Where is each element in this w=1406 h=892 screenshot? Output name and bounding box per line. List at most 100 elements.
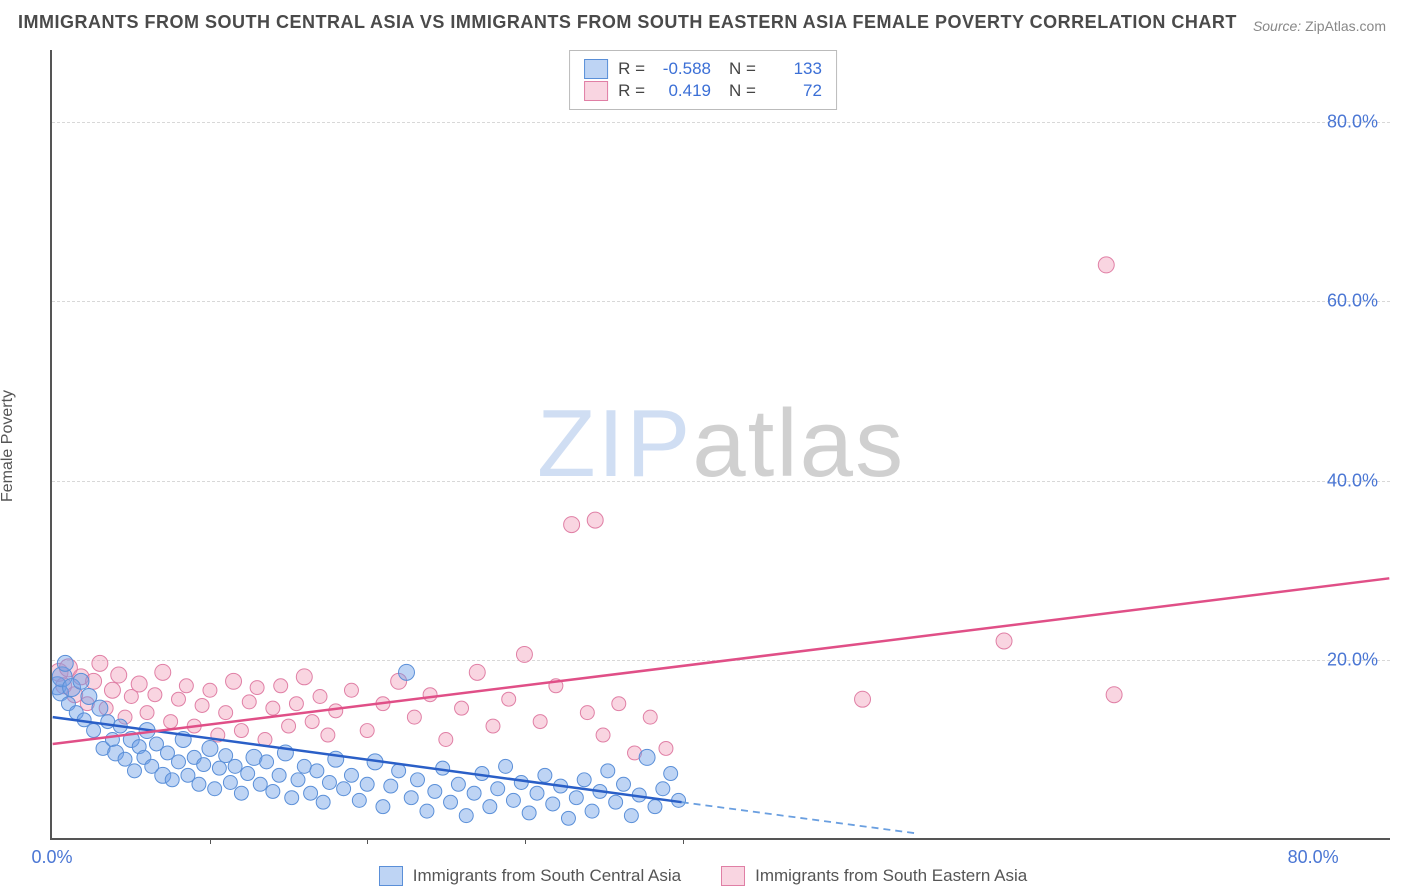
data-point-pink <box>643 710 657 724</box>
data-point-blue <box>428 784 442 798</box>
data-point-blue <box>172 755 186 769</box>
data-point-blue <box>310 764 324 778</box>
correlation-legend: R =-0.588N =133R =0.419N =72 <box>569 50 837 110</box>
data-point-blue <box>241 767 255 781</box>
data-point-blue <box>127 764 141 778</box>
data-point-pink <box>455 701 469 715</box>
data-point-blue <box>57 655 73 671</box>
data-point-blue <box>656 782 670 796</box>
x-tick-mark <box>525 838 526 844</box>
data-point-blue <box>404 791 418 805</box>
legend-r-value: 0.419 <box>655 81 711 101</box>
data-point-pink <box>1106 687 1122 703</box>
chart-title: IMMIGRANTS FROM SOUTH CENTRAL ASIA VS IM… <box>18 12 1237 33</box>
data-point-blue <box>272 768 286 782</box>
data-point-pink <box>313 690 327 704</box>
data-point-pink <box>179 679 193 693</box>
data-point-blue <box>101 715 115 729</box>
data-point-pink <box>439 733 453 747</box>
data-point-pink <box>111 667 127 683</box>
data-point-pink <box>1098 257 1114 273</box>
data-point-pink <box>533 715 547 729</box>
series-legend: Immigrants from South Central Asia Immigr… <box>0 866 1406 886</box>
data-point-blue <box>322 775 336 789</box>
legend-n-label: N = <box>729 59 756 79</box>
data-point-blue <box>165 773 179 787</box>
trend-line-blue-extrapolated <box>682 802 918 833</box>
data-point-blue <box>392 764 406 778</box>
data-point-pink <box>92 655 108 671</box>
data-point-blue <box>514 775 528 789</box>
x-tick-label: 80.0% <box>1288 847 1339 868</box>
source-value: ZipAtlas.com <box>1305 18 1386 34</box>
legend-row: R =0.419N =72 <box>584 81 822 101</box>
data-point-pink <box>587 512 603 528</box>
data-point-blue <box>384 779 398 793</box>
x-tick-mark <box>683 838 684 844</box>
data-point-blue <box>569 791 583 805</box>
data-point-pink <box>296 669 312 685</box>
data-point-pink <box>407 710 421 724</box>
data-point-blue <box>87 724 101 738</box>
data-point-blue <box>561 811 575 825</box>
data-point-blue <box>344 768 358 782</box>
y-axis-label: Female Poverty <box>0 390 17 502</box>
data-point-pink <box>219 706 233 720</box>
data-point-blue <box>648 800 662 814</box>
data-point-blue <box>617 777 631 791</box>
data-point-pink <box>486 719 500 733</box>
data-point-pink <box>344 683 358 697</box>
data-point-blue <box>467 786 481 800</box>
data-point-blue <box>506 793 520 807</box>
data-point-blue <box>202 740 218 756</box>
data-point-pink <box>266 701 280 715</box>
data-point-pink <box>282 719 296 733</box>
series-legend-item: Immigrants from South Central Asia <box>379 866 681 886</box>
data-point-blue <box>491 782 505 796</box>
data-point-blue <box>459 809 473 823</box>
x-tick-mark <box>367 838 368 844</box>
data-point-pink <box>321 728 335 742</box>
x-tick-mark <box>210 838 211 844</box>
data-point-blue <box>601 764 615 778</box>
data-point-blue <box>192 777 206 791</box>
source-attribution: Source: ZipAtlas.com <box>1253 18 1386 34</box>
data-point-blue <box>483 800 497 814</box>
data-point-pink <box>596 728 610 742</box>
legend-r-label: R = <box>618 59 645 79</box>
data-point-blue <box>260 755 274 769</box>
data-point-blue <box>105 733 119 747</box>
data-point-blue <box>376 800 390 814</box>
data-point-blue <box>285 791 299 805</box>
trend-line-pink <box>53 578 1390 744</box>
data-point-blue <box>73 673 89 689</box>
source-label: Source: <box>1253 18 1301 34</box>
data-point-blue <box>624 809 638 823</box>
data-point-blue <box>304 786 318 800</box>
legend-n-label: N = <box>729 81 756 101</box>
series-legend-label: Immigrants from South Eastern Asia <box>755 866 1027 886</box>
legend-row: R =-0.588N =133 <box>584 59 822 79</box>
data-point-pink <box>140 706 154 720</box>
data-point-pink <box>203 683 217 697</box>
data-point-pink <box>516 646 532 662</box>
data-point-pink <box>329 704 343 718</box>
data-point-blue <box>538 768 552 782</box>
legend-swatch <box>584 59 608 79</box>
data-point-blue <box>546 797 560 811</box>
series-legend-label: Immigrants from South Central Asia <box>413 866 681 886</box>
data-point-blue <box>234 786 248 800</box>
data-point-pink <box>423 688 437 702</box>
data-point-pink <box>250 681 264 695</box>
legend-r-value: -0.588 <box>655 59 711 79</box>
data-point-blue <box>411 773 425 787</box>
data-point-blue <box>208 782 222 796</box>
data-point-blue <box>577 773 591 787</box>
data-point-blue <box>585 804 599 818</box>
data-point-blue <box>352 793 366 807</box>
data-point-blue <box>223 775 237 789</box>
data-point-pink <box>242 695 256 709</box>
data-point-blue <box>522 806 536 820</box>
data-point-blue <box>399 664 415 680</box>
data-point-blue <box>451 777 465 791</box>
